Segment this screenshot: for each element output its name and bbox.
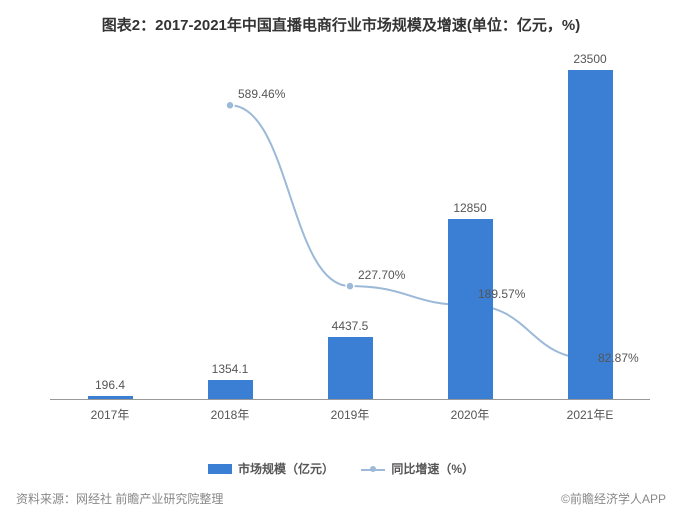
line-marker	[346, 282, 354, 290]
x-axis-label: 2017年	[91, 406, 130, 423]
x-axis-label: 2019年	[331, 406, 370, 423]
bar-value-label: 1354.1	[212, 362, 249, 376]
growth-line	[230, 105, 590, 358]
x-axis-label: 2021年E	[567, 406, 614, 423]
legend-line-swatch	[361, 464, 385, 474]
legend: 市场规模（亿元） 同比增速（%）	[0, 460, 682, 477]
line-value-label: 189.57%	[478, 287, 525, 301]
bar-value-label: 12850	[453, 201, 486, 215]
legend-bar-label: 市场规模（亿元）	[238, 460, 334, 477]
legend-bar-swatch	[208, 464, 232, 474]
line-value-label: 82.87%	[598, 351, 639, 365]
bar	[448, 219, 493, 399]
line-marker	[226, 101, 234, 109]
chart-title: 图表2：2017-2021年中国直播电商行业市场规模及增速(单位：亿元，%)	[0, 0, 682, 35]
bar-value-label: 23500	[573, 52, 606, 66]
legend-line: 同比增速（%）	[361, 460, 474, 477]
x-axis-label: 2020年	[451, 406, 490, 423]
legend-line-label: 同比增速（%）	[391, 460, 474, 477]
bar-value-label: 196.4	[95, 378, 125, 392]
bar	[208, 380, 253, 399]
bar	[328, 337, 373, 399]
x-axis-label: 2018年	[211, 406, 250, 423]
source-text: 资料来源：网经社 前瞻产业研究院整理	[16, 490, 223, 507]
bar-value-label: 4437.5	[332, 319, 369, 333]
footer: 资料来源：网经社 前瞻产业研究院整理 ©前瞻经济学人APP	[16, 490, 666, 507]
attribution-text: ©前瞻经济学人APP	[561, 490, 666, 507]
bar	[88, 396, 133, 399]
line-value-label: 589.46%	[238, 87, 285, 101]
line-value-label: 227.70%	[358, 268, 405, 282]
chart-area: 196.4 1354.1 4437.5 12850 23500 589.46% 227.70…	[50, 50, 650, 430]
plot-region: 196.4 1354.1 4437.5 12850 23500 589.46% 227.70…	[50, 50, 650, 400]
legend-bar: 市场规模（亿元）	[208, 460, 334, 477]
